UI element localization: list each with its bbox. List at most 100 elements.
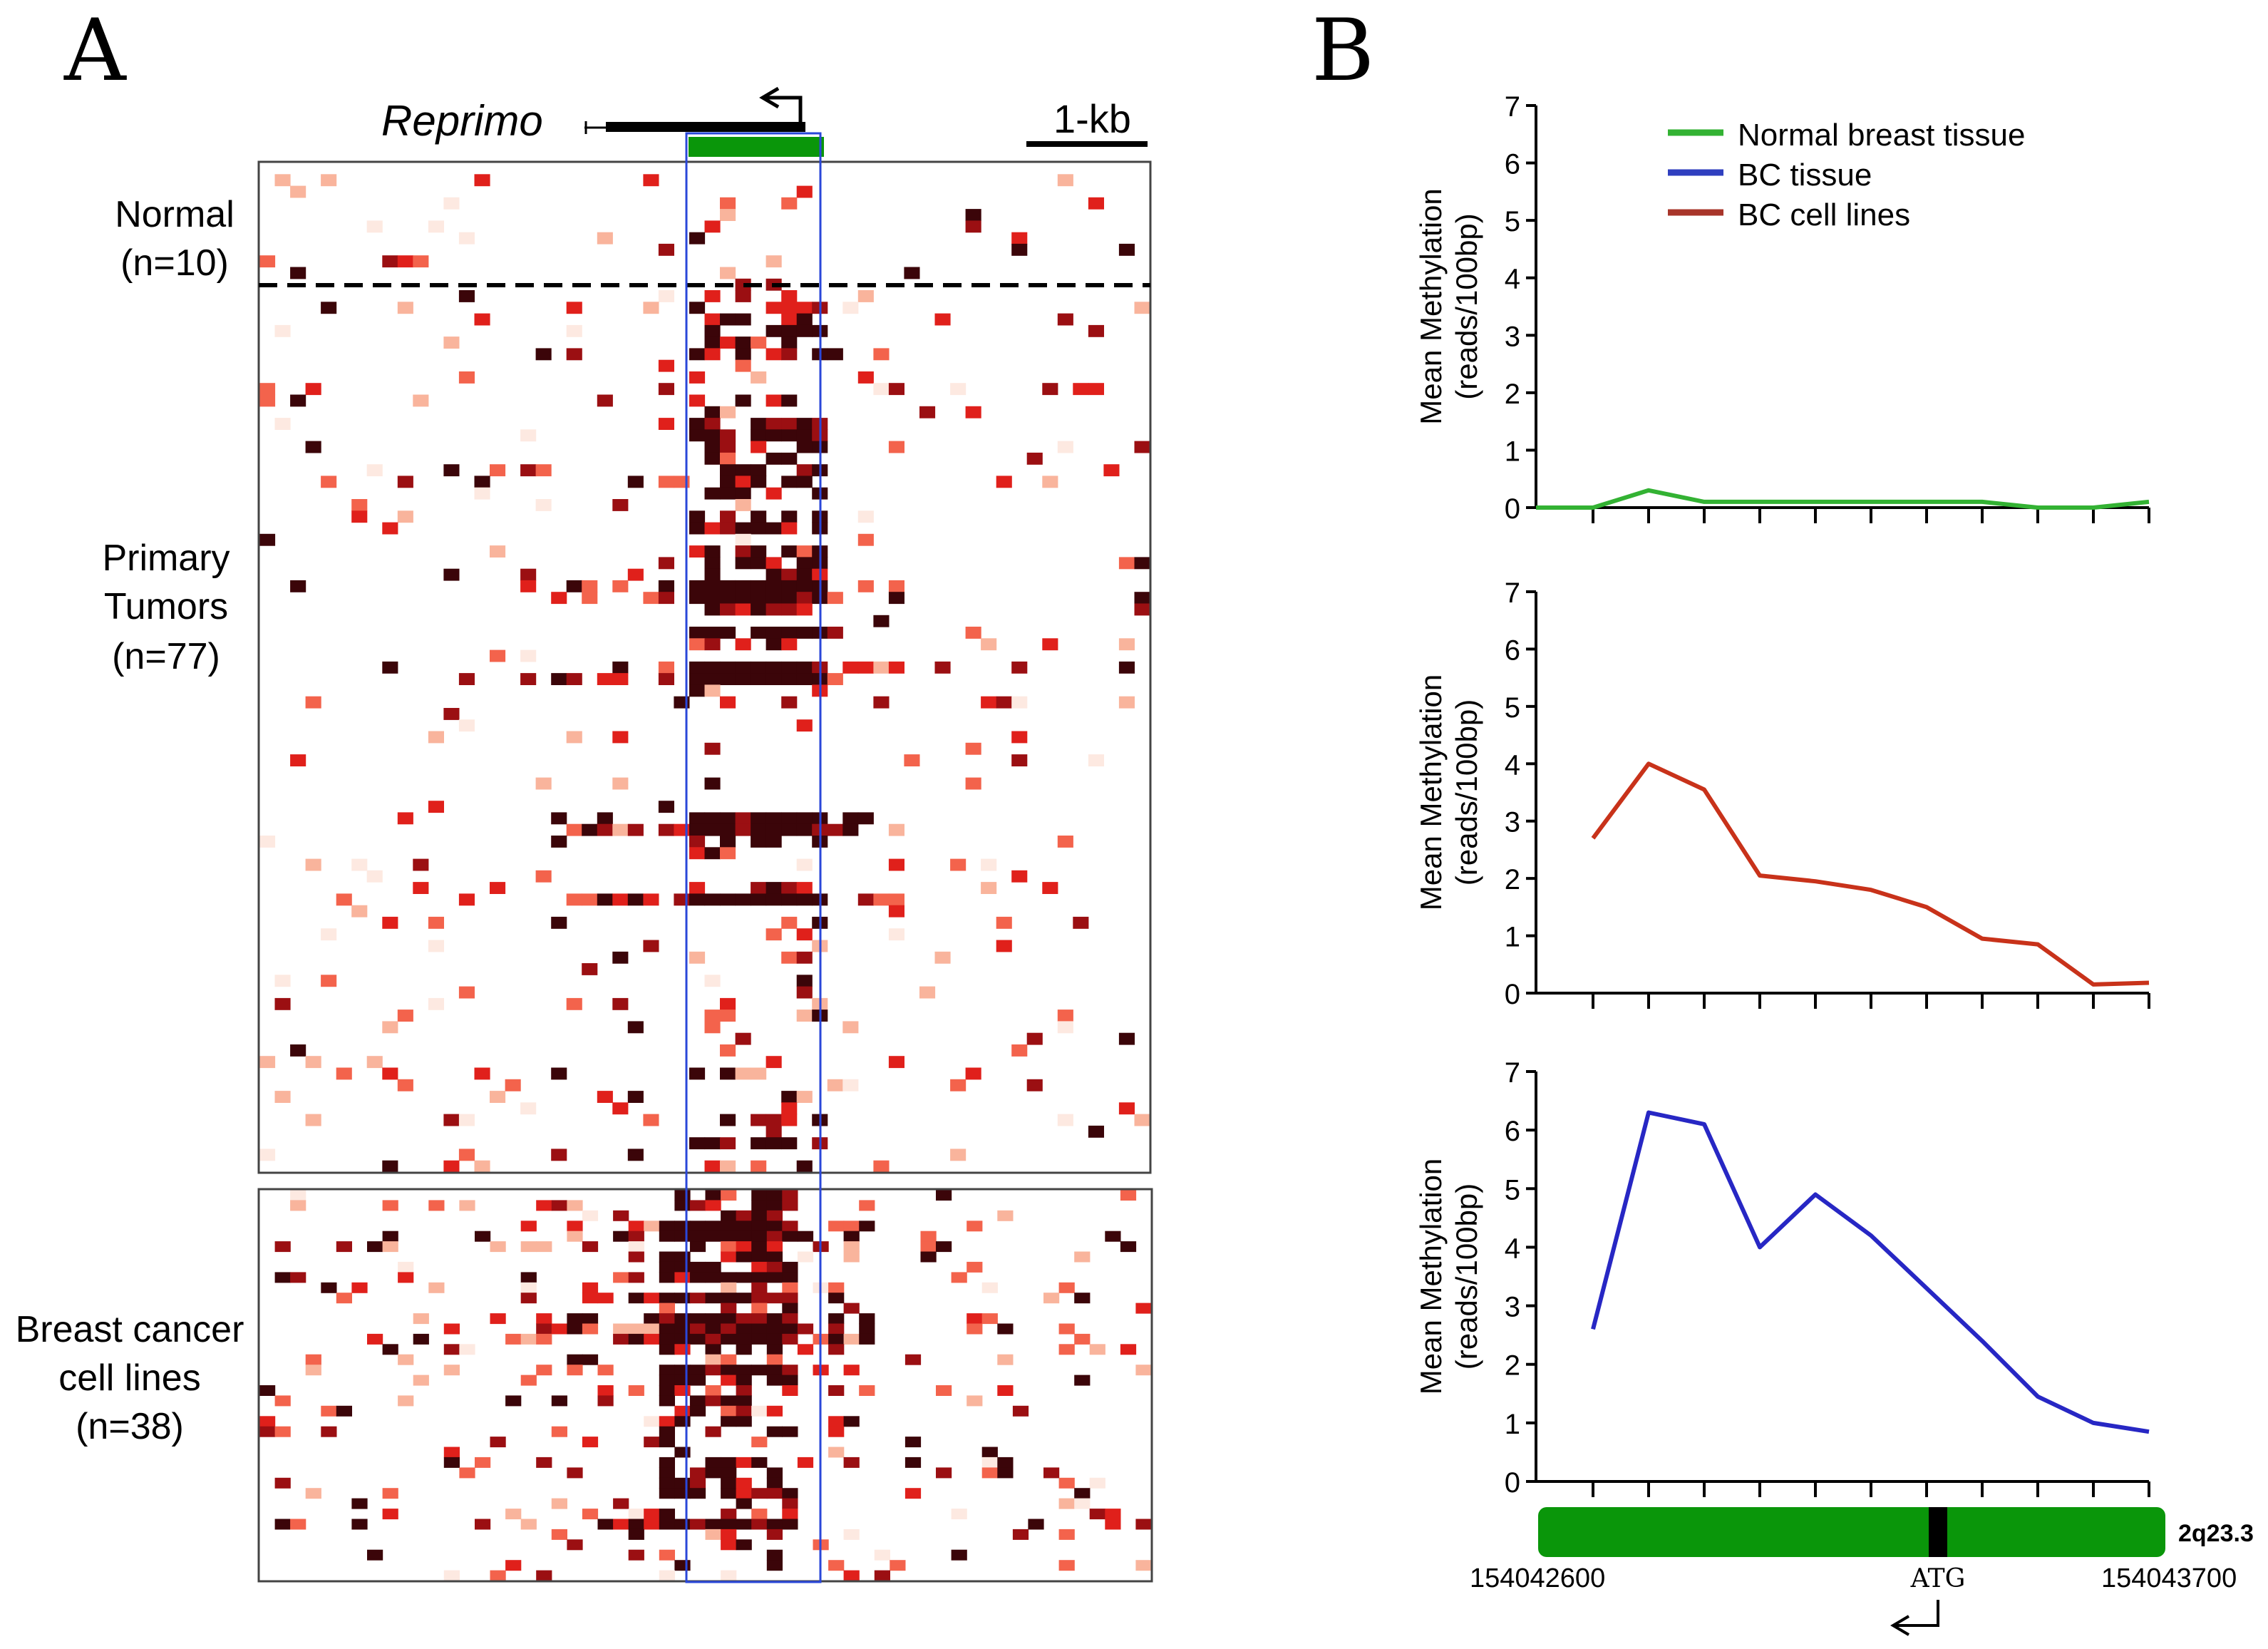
- heatmap-cell: [920, 1241, 937, 1253]
- heatmap-cell: [705, 1529, 721, 1540]
- heatmap-cell: [751, 580, 767, 592]
- heatmap-cell: [674, 1261, 691, 1273]
- heatmap-cell: [751, 673, 767, 685]
- heatmap-cell: [474, 1160, 490, 1173]
- heatmap-cell: [551, 1529, 567, 1540]
- heatmap-cell: [720, 1067, 736, 1080]
- heatmap-cell: [782, 1333, 798, 1345]
- heatmap-cell: [735, 580, 751, 592]
- heatmap-cell: [689, 592, 706, 605]
- heatmap-cell: [674, 1231, 691, 1242]
- y-tick-label: 3: [1505, 807, 1520, 838]
- heatmap-cell: [535, 777, 552, 790]
- heatmap-cell: [659, 1333, 675, 1345]
- heatmap-cell: [413, 1375, 429, 1386]
- heatmap-cell: [796, 568, 813, 581]
- heatmap-cell: [1057, 174, 1073, 187]
- heatmap-cell: [782, 1293, 798, 1304]
- heatmap-cell: [567, 1200, 583, 1211]
- heatmap-cell: [597, 673, 613, 685]
- heatmap-cell: [643, 893, 659, 906]
- heatmap-cell: [735, 557, 751, 570]
- heatmap-cell: [720, 847, 736, 860]
- heatmap-cell: [781, 1137, 798, 1150]
- heatmap-cell: [965, 220, 981, 233]
- y-tick-label: 1: [1505, 922, 1520, 953]
- heatmap-cell: [428, 997, 444, 1010]
- heatmap-cell: [781, 429, 798, 442]
- heatmap-cell: [597, 1293, 614, 1304]
- heatmap-cell: [782, 1231, 798, 1242]
- heatmap-cell: [644, 1437, 660, 1448]
- heatmap-cell: [428, 1282, 445, 1293]
- heatmap-cell: [721, 1231, 737, 1242]
- heatmap-cell: [751, 441, 767, 453]
- heatmap-cell: [443, 1570, 460, 1581]
- heatmap-cell: [520, 1272, 537, 1283]
- heatmap-cell: [458, 893, 475, 906]
- heatmap-cell: [613, 1272, 629, 1283]
- legend: Normal breast tissue BC tissue BC cell l…: [1668, 118, 2025, 232]
- heatmap-cell: [720, 997, 736, 1010]
- heatmap-cell: [735, 476, 751, 488]
- heatmap-cell: [828, 1385, 845, 1396]
- heatmap-cell: [505, 1333, 522, 1345]
- heatmap-cell: [796, 313, 813, 326]
- heatmap-cell: [398, 1354, 414, 1365]
- heatmap-cell: [751, 1519, 768, 1530]
- heatmap-cell: [551, 836, 567, 848]
- heatmap-cell: [720, 627, 736, 639]
- heatmap-cell: [796, 476, 813, 488]
- heatmap-cell: [413, 394, 429, 407]
- heatmap-cell: [520, 1333, 537, 1345]
- y-axis-label-units: (reads/100bp): [1450, 213, 1483, 400]
- heatmap-cell: [1058, 1477, 1075, 1489]
- heatmap-cell: [612, 951, 629, 964]
- heatmap-cell: [720, 476, 736, 488]
- heatmap-cell: [888, 823, 904, 836]
- heatmap-cell: [827, 627, 843, 639]
- heatmap-cell: [736, 1395, 752, 1407]
- heatmap-cell: [766, 1426, 783, 1437]
- heatmap-cell: [936, 1190, 952, 1201]
- heatmap-cell: [766, 452, 782, 465]
- heatmap-cell: [627, 823, 644, 836]
- heatmap-cell: [781, 916, 798, 929]
- heatmap-cell: [1088, 754, 1104, 766]
- heatmap-cell: [567, 1221, 583, 1232]
- heatmap-cell: [689, 1519, 706, 1530]
- heatmap-cell: [859, 1313, 875, 1325]
- heatmap-cell: [704, 1160, 721, 1173]
- heatmap-cell: [612, 661, 629, 674]
- heatmap-cell: [766, 812, 782, 825]
- group-label-tumor-2: Tumors: [104, 586, 228, 627]
- heatmap-cell: [705, 1467, 721, 1479]
- heatmap-cell: [336, 1067, 352, 1080]
- heatmap-cell: [474, 313, 490, 326]
- heatmap-cell: [582, 1210, 599, 1221]
- heatmap-cell: [873, 696, 890, 709]
- heatmap-cell: [290, 394, 306, 407]
- heatmap-cell: [950, 1079, 967, 1091]
- heatmap-cell: [796, 464, 813, 477]
- heatmap-cell: [735, 545, 751, 558]
- heatmap-cell: [781, 324, 798, 337]
- heatmap-cell: [582, 580, 598, 592]
- heatmap-cell: [796, 1091, 813, 1103]
- heatmap-cell: [644, 1313, 660, 1325]
- heatmap-cell: [674, 1323, 691, 1335]
- heatmap-cell: [704, 557, 721, 570]
- heatmap-cell: [735, 533, 751, 546]
- heatmap-cell: [644, 1416, 660, 1427]
- heatmap-cell: [781, 510, 798, 523]
- heatmap-cell: [782, 1519, 798, 1530]
- heatmap-cell: [766, 1405, 783, 1417]
- heatmap-cell: [336, 1405, 352, 1417]
- heatmap-cell: [781, 1102, 798, 1115]
- heatmap-cell: [382, 522, 398, 535]
- heatmap-cell: [566, 348, 582, 361]
- heatmap-cell: [1118, 557, 1135, 570]
- heatmap-cell: [1058, 1323, 1075, 1335]
- heatmap-cell: [751, 1282, 768, 1293]
- heatmap-cell: [659, 1395, 675, 1407]
